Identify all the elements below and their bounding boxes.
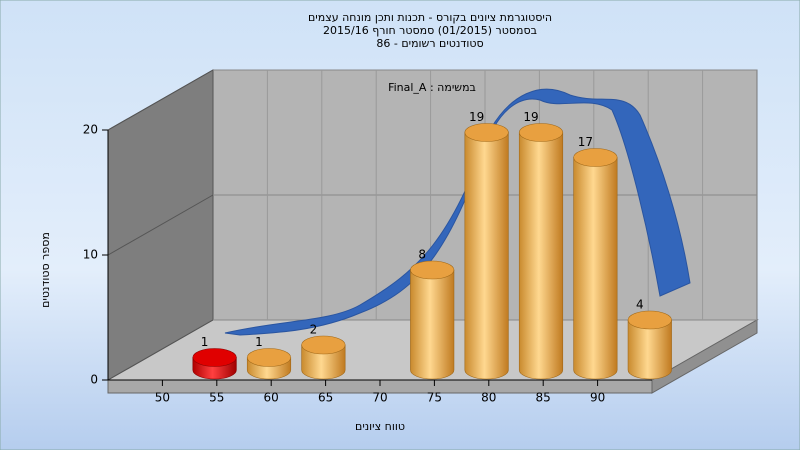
chart-title: בסמסטר (01/2015) סמסטר חורף 2015/16	[323, 24, 537, 37]
bar-top	[192, 348, 237, 367]
bar-top	[627, 310, 672, 330]
y-tick-label: 0	[90, 373, 98, 387]
value-label: 19	[523, 110, 538, 124]
grid-line	[107, 319, 214, 381]
chart-title: סטודנטים רשומים - 86	[376, 37, 483, 50]
bar-top	[464, 123, 509, 142]
bar	[301, 344, 346, 380]
bar	[627, 319, 672, 380]
bar-top	[410, 260, 455, 280]
value-label: 8	[418, 248, 426, 262]
value-label: 1	[255, 335, 263, 349]
x-tick-label: 55	[209, 391, 224, 405]
value-label: 4	[636, 298, 644, 312]
value-label: 2	[310, 323, 318, 337]
bar	[410, 269, 455, 380]
y-axis-label: מספר סטודנטים	[39, 232, 52, 308]
y-tick-label: 20	[83, 123, 98, 137]
value-label: 1	[201, 335, 209, 349]
bar	[573, 157, 618, 380]
bar-top	[518, 123, 564, 142]
x-tick-label: 65	[318, 391, 333, 405]
value-label: 17	[578, 135, 593, 149]
bar-top	[573, 148, 618, 167]
x-tick-label: 75	[427, 391, 442, 405]
annotation: Final_A : במשימה	[388, 81, 476, 94]
grid-line	[107, 194, 214, 256]
bar-top	[301, 335, 346, 355]
bar	[518, 132, 564, 380]
x-tick-label: 70	[372, 391, 387, 405]
x-tick-label: 85	[536, 391, 551, 405]
x-axis-label: טווח ציונים	[355, 420, 405, 433]
x-tick-label: 90	[590, 391, 605, 405]
grid-line	[107, 69, 214, 131]
chart-title: היסטוגרמת ציונים בקורס - תכנות ותכן מונח…	[308, 11, 552, 24]
value-label: 19	[469, 110, 484, 124]
bar-top	[246, 348, 292, 367]
curve-ribbon	[224, 88, 691, 336]
bar	[464, 132, 509, 380]
floor-side	[651, 319, 758, 394]
x-tick-label: 60	[264, 391, 279, 405]
bars: 1 1 2 8 19 19 17 4	[192, 110, 672, 380]
y-tick-label: 10	[83, 248, 98, 262]
x-tick-label: 50	[155, 391, 170, 405]
x-tick-label: 80	[481, 391, 496, 405]
